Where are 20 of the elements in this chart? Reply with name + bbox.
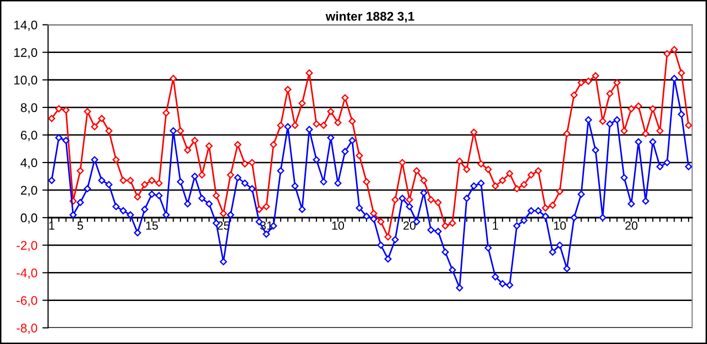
x-tick-label: 1 — [49, 222, 54, 230]
x-tick-label: 10 — [332, 221, 344, 230]
x-tick-label: 20 — [625, 221, 638, 230]
y-tick-label: -6,0 — [16, 296, 38, 306]
y-tick-label: 8,0 — [20, 103, 38, 114]
y-tick-label: 10,0 — [14, 76, 38, 86]
x-tick-label: 10 — [554, 221, 566, 230]
y-tick-label: 12,0 — [14, 48, 38, 58]
y-tick-label: 0,0 — [20, 213, 38, 224]
x-tick-label: 5 — [77, 222, 84, 230]
y-tick-label: -8,0 — [16, 324, 38, 334]
x-tick-label: 1 — [492, 222, 498, 230]
y-tick-label: -2,0 — [16, 240, 38, 252]
y-tick-label: 6,0 — [20, 130, 38, 142]
y-tick-label: -4,0 — [16, 268, 38, 279]
y-tick-label: 2,0 — [20, 186, 38, 196]
chart-title: winter 1882 3,1 — [326, 12, 414, 23]
y-tick-label: 14,0 — [14, 20, 38, 31]
y-tick-label: 4,0 — [20, 158, 38, 169]
x-tick-label: 15 — [146, 222, 158, 230]
